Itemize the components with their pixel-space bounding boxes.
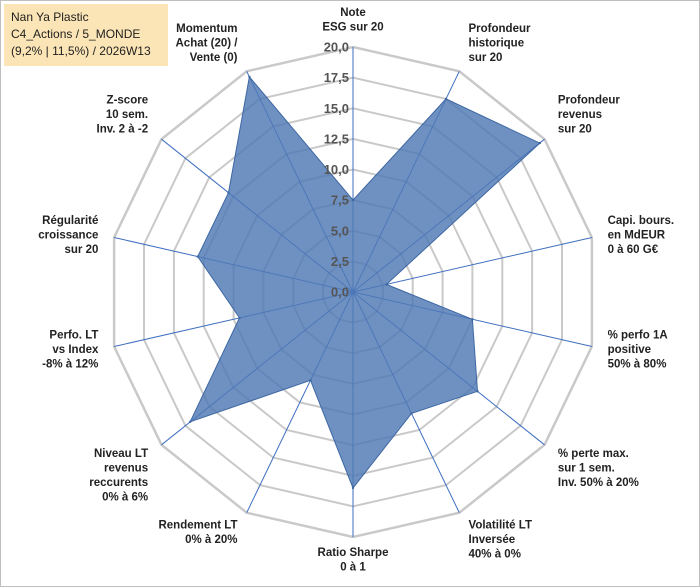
data-point [238, 316, 241, 320]
data-point [189, 420, 192, 423]
category-label-line: % perfo 1A [608, 329, 668, 341]
category-label-line: 50% à 80% [608, 358, 667, 370]
category-label-line: 10 sem. [106, 109, 148, 121]
info-performance: (9,2% | 11,5%) / 2026W13 [11, 44, 151, 58]
category-label-line: historique [469, 38, 525, 50]
category-label-line: Perfo. LT [49, 329, 98, 341]
category-label-line: Vente (0) [190, 52, 238, 64]
category-label-line: sur 20 [469, 52, 503, 64]
category-label-line: en MdEUR [608, 230, 666, 242]
category-label-line: 40% à 0% [469, 549, 521, 561]
data-point [351, 198, 355, 202]
data-point [351, 486, 355, 490]
category-label: Z-score 10 sem. Inv. 2 à -2 [97, 94, 149, 135]
category-label-line: Inv. 2 à -2 [97, 123, 149, 135]
tick-label: 10,0 [324, 162, 349, 177]
radar-category-labels: Note ESG sur 20 Profondeur historique sur 20… [38, 7, 674, 574]
category-label-line: croissance [38, 230, 98, 242]
category-label-line: Z-score [107, 94, 149, 106]
category-label-line: Achat (20) / [176, 38, 239, 50]
category-label-line: Profondeur [469, 23, 531, 35]
data-point [471, 318, 474, 321]
data-point [196, 255, 199, 258]
tick-label: 15,0 [324, 101, 349, 116]
series-area [189, 75, 541, 489]
category-label-line: ESG sur 20 [322, 22, 383, 34]
tick-label: 2,5 [331, 254, 349, 269]
category-label: Rendement LT 0% à 20% [158, 520, 237, 547]
category-label-line: Profondeur [558, 94, 620, 106]
tick-label: 0,0 [331, 285, 349, 300]
data-point [410, 412, 413, 415]
category-label: Ratio Sharpe 0 à 1 [318, 547, 389, 574]
category-label-line: sur 20 [558, 123, 592, 135]
category-label: % perte max. sur 1 sem. Inv. 50% à 20% [558, 448, 639, 489]
category-label-line: 0% à 20% [185, 534, 237, 546]
tick-label: 12,5 [324, 131, 349, 146]
tick-label: 7,5 [331, 193, 349, 208]
info-box: Nan Ya Plastic C4_Actions / 5_MONDE (9,2… [4, 4, 168, 66]
info-category: C4_Actions / 5_MONDE [11, 27, 141, 41]
category-label-line: Ratio Sharpe [318, 547, 389, 559]
category-label-line: vs Index [52, 344, 99, 356]
tick-label: 5,0 [331, 223, 349, 238]
category-label-line: Volatilité LT [469, 520, 532, 532]
category-label-line: -8% à 12% [42, 358, 98, 370]
data-point [476, 390, 479, 393]
tick-label: 17,5 [324, 70, 349, 85]
category-label: Perfo. LT vs Index -8% à 12% [42, 329, 99, 370]
category-label-line: sur 1 sem. [558, 463, 615, 475]
category-label-line: Niveau LT [94, 448, 148, 460]
data-point [538, 141, 541, 145]
category-label-line: Capi. bours. [608, 215, 674, 227]
category-label-line: sur 20 [65, 244, 99, 256]
category-label-line: % perte max. [558, 448, 629, 460]
radar-tick-labels: 0,0 2,5 5,0 7,5 10,0 12,5 15,0 17,5 20,0 [324, 40, 349, 300]
category-label-line: 0 à 60 G€ [608, 244, 659, 256]
data-point [444, 97, 448, 101]
category-label: Niveau LT revenus reccurents 0% à 6% [89, 448, 148, 504]
data-point [309, 379, 312, 382]
category-label-line: Régularité [42, 215, 98, 227]
category-label: Capi. bours. en MdEUR 0 à 60 G€ [608, 215, 674, 256]
category-label-line: positive [608, 344, 651, 356]
category-label-line: Note [340, 7, 366, 19]
info-company: Nan Ya Plastic [11, 10, 89, 24]
tick-label: 20,0 [324, 40, 349, 55]
data-point [385, 283, 388, 286]
category-label: % perfo 1A positive 50% à 80% [608, 329, 668, 370]
category-label-line: revenus [558, 109, 602, 121]
category-label: Note ESG sur 20 [322, 7, 383, 34]
category-label-line: Rendement LT [158, 520, 237, 532]
category-label: Profondeur historique sur 20 [469, 23, 531, 64]
category-label-line: 0 à 1 [340, 562, 366, 574]
category-label: Régularité croissance sur 20 [38, 215, 98, 256]
category-label-line: Inversée [469, 534, 516, 546]
category-label: Momentum Achat (20) / Vente (0) [176, 23, 239, 64]
category-label-line: revenus [104, 463, 148, 475]
data-point [227, 191, 230, 194]
category-label-line: Momentum [176, 23, 237, 35]
category-label-line: reccurents [89, 477, 148, 489]
data-point [248, 75, 251, 79]
radar-series [189, 75, 541, 490]
axis-spoke [352, 237, 593, 293]
category-label: Profondeur revenus sur 20 [558, 94, 620, 135]
category-label-line: Inv. 50% à 20% [558, 477, 639, 489]
category-label: Volatilité LT Inversée 40% à 0% [469, 520, 532, 561]
category-label-line: 0% à 6% [102, 492, 148, 504]
